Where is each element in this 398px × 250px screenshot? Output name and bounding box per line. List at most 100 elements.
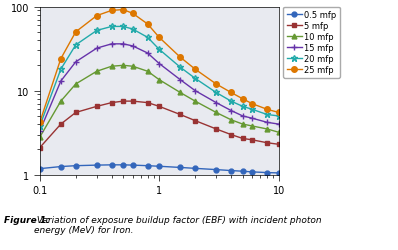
20 mfp <box>214 92 219 94</box>
10 mfp <box>250 125 254 128</box>
5 mfp <box>193 120 197 122</box>
0.5 mfp <box>178 166 183 169</box>
Text: Figure 1:: Figure 1: <box>4 215 50 224</box>
25 mfp <box>250 103 254 106</box>
5 mfp <box>121 100 126 103</box>
25 mfp <box>178 56 183 59</box>
15 mfp <box>157 63 162 66</box>
5 mfp <box>73 112 78 114</box>
10 mfp <box>73 83 78 86</box>
20 mfp <box>121 26 126 29</box>
10 mfp <box>276 131 281 134</box>
10 mfp <box>37 136 42 139</box>
15 mfp <box>276 123 281 126</box>
20 mfp <box>250 108 254 111</box>
0.5 mfp <box>121 164 126 167</box>
25 mfp <box>229 92 234 94</box>
15 mfp <box>240 115 245 118</box>
Line: 20 mfp: 20 mfp <box>37 24 282 130</box>
10 mfp <box>130 66 135 68</box>
10 mfp <box>94 70 99 74</box>
5 mfp <box>214 128 219 131</box>
10 mfp <box>265 128 269 131</box>
15 mfp <box>250 117 254 120</box>
5 mfp <box>59 123 63 126</box>
25 mfp <box>145 24 150 26</box>
20 mfp <box>157 48 162 51</box>
10 mfp <box>145 70 150 74</box>
5 mfp <box>37 146 42 150</box>
0.5 mfp <box>276 172 281 175</box>
5 mfp <box>130 100 135 103</box>
25 mfp <box>193 68 197 71</box>
25 mfp <box>59 58 63 61</box>
20 mfp <box>94 30 99 33</box>
20 mfp <box>240 106 245 108</box>
5 mfp <box>250 139 254 142</box>
5 mfp <box>229 134 234 136</box>
10 mfp <box>240 123 245 126</box>
20 mfp <box>265 114 269 116</box>
25 mfp <box>265 108 269 111</box>
0.5 mfp <box>73 164 78 168</box>
5 mfp <box>94 106 99 108</box>
Line: 5 mfp: 5 mfp <box>37 99 281 150</box>
15 mfp <box>229 110 234 112</box>
20 mfp <box>276 115 281 118</box>
0.5 mfp <box>265 172 269 174</box>
25 mfp <box>276 112 281 114</box>
15 mfp <box>178 79 183 82</box>
20 mfp <box>109 26 114 29</box>
10 mfp <box>193 100 197 103</box>
15 mfp <box>94 48 99 50</box>
20 mfp <box>145 37 150 40</box>
0.5 mfp <box>59 166 63 168</box>
15 mfp <box>145 52 150 55</box>
Line: 15 mfp: 15 mfp <box>37 42 282 135</box>
0.5 mfp <box>109 164 114 167</box>
15 mfp <box>37 130 42 133</box>
15 mfp <box>193 90 197 93</box>
5 mfp <box>178 114 183 116</box>
15 mfp <box>121 43 126 46</box>
5 mfp <box>240 137 245 140</box>
25 mfp <box>109 10 114 13</box>
5 mfp <box>109 102 114 105</box>
15 mfp <box>73 61 78 64</box>
Line: 25 mfp: 25 mfp <box>37 8 281 126</box>
10 mfp <box>229 119 234 122</box>
0.5 mfp <box>193 167 197 170</box>
25 mfp <box>94 15 99 18</box>
10 mfp <box>121 64 126 68</box>
5 mfp <box>145 102 150 105</box>
10 mfp <box>178 92 183 94</box>
20 mfp <box>37 125 42 128</box>
0.5 mfp <box>250 171 254 174</box>
0.5 mfp <box>157 165 162 168</box>
10 mfp <box>214 112 219 114</box>
25 mfp <box>121 9 126 12</box>
5 mfp <box>265 142 269 145</box>
10 mfp <box>59 100 63 103</box>
Line: 0.5 mfp: 0.5 mfp <box>37 163 281 176</box>
25 mfp <box>157 37 162 40</box>
0.5 mfp <box>229 170 234 172</box>
15 mfp <box>59 80 63 83</box>
Line: 10 mfp: 10 mfp <box>37 64 281 140</box>
Text: Variation of exposure buildup factor (EBF) with incident photon
energy (MeV) for: Variation of exposure buildup factor (EB… <box>34 215 322 234</box>
Legend: 0.5 mfp, 5 mfp, 10 mfp, 15 mfp, 20 mfp, 25 mfp: 0.5 mfp, 5 mfp, 10 mfp, 15 mfp, 20 mfp, … <box>283 8 340 78</box>
15 mfp <box>109 43 114 46</box>
25 mfp <box>73 31 78 34</box>
25 mfp <box>214 83 219 86</box>
5 mfp <box>276 143 281 146</box>
20 mfp <box>178 66 183 70</box>
0.5 mfp <box>94 164 99 167</box>
20 mfp <box>73 44 78 47</box>
0.5 mfp <box>145 164 150 168</box>
15 mfp <box>130 45 135 48</box>
15 mfp <box>265 121 269 124</box>
10 mfp <box>109 66 114 68</box>
5 mfp <box>157 106 162 108</box>
20 mfp <box>229 100 234 103</box>
20 mfp <box>193 78 197 80</box>
